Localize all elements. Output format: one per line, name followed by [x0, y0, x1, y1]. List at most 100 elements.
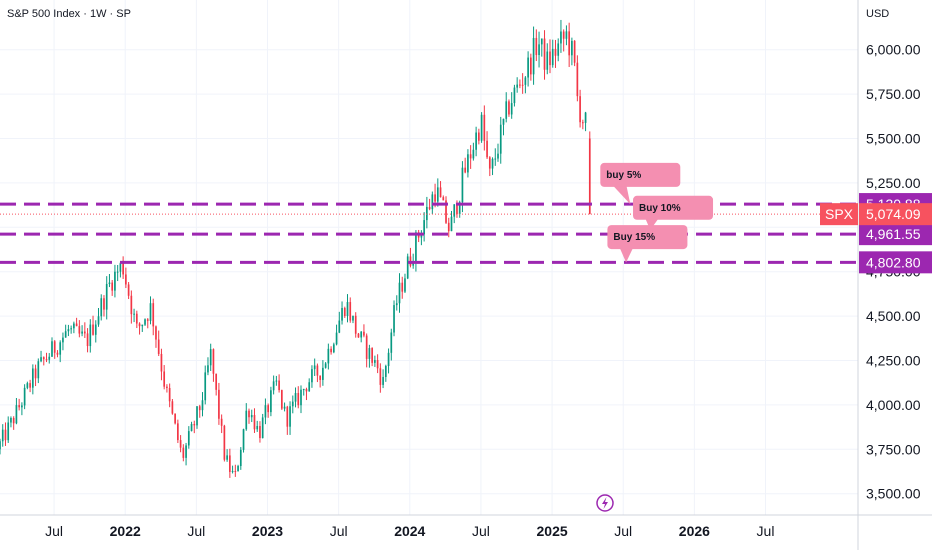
candle — [486, 131, 488, 159]
candle — [341, 301, 343, 325]
candle — [346, 294, 349, 323]
candle — [272, 375, 275, 395]
candle — [398, 273, 401, 313]
candle — [376, 354, 379, 374]
candle — [174, 413, 176, 425]
candle — [185, 442, 187, 466]
candle — [83, 322, 86, 338]
price-tick-label: 5,750.00 — [866, 86, 921, 102]
candle — [253, 408, 256, 433]
candle — [420, 230, 423, 246]
candle — [368, 344, 371, 368]
candle — [4, 422, 7, 446]
candle — [73, 321, 75, 334]
candle — [327, 343, 330, 370]
candle — [516, 77, 519, 93]
candle — [480, 112, 483, 143]
current-price-rect — [859, 203, 932, 226]
candle — [426, 196, 428, 229]
candle — [415, 230, 417, 272]
candle — [494, 148, 497, 166]
candle — [289, 401, 291, 435]
candle — [365, 333, 368, 368]
candle — [108, 273, 111, 288]
candle — [12, 416, 15, 430]
candle — [371, 347, 373, 367]
horizontal-levels[interactable] — [0, 202, 858, 264]
candle — [354, 312, 357, 338]
price-tick-label: 5,500.00 — [866, 131, 921, 147]
price-tick-label: 4,000.00 — [866, 397, 921, 413]
candle — [179, 435, 182, 453]
time-tick-label: Jul — [614, 523, 632, 539]
candle — [546, 43, 549, 75]
candle — [40, 350, 42, 363]
candle — [343, 306, 346, 318]
candle — [127, 282, 130, 300]
candle — [428, 198, 431, 211]
candle — [114, 264, 116, 298]
candle — [294, 387, 297, 408]
candle — [543, 30, 546, 80]
candle — [111, 280, 114, 296]
candle — [29, 379, 31, 393]
candle — [505, 92, 508, 123]
candle — [445, 196, 447, 224]
time-tick-label: Jul — [187, 523, 205, 539]
time-tick-label: Jul — [472, 523, 490, 539]
level-price-badge: 4,961.55 — [859, 223, 932, 246]
candle — [324, 362, 327, 369]
time-axis[interactable]: Jul 2022 Jul 2023 Jul 2024 Jul 2025 Jul 2026 Jul — [45, 523, 774, 539]
symbol-label: SPX — [825, 206, 854, 222]
candle — [562, 29, 565, 52]
candle — [250, 409, 253, 423]
candle — [130, 290, 133, 324]
candle — [187, 426, 190, 449]
candle — [472, 142, 475, 161]
candle — [237, 464, 239, 472]
candle — [62, 332, 64, 351]
chart-title: S&P 500 Index · 1W · SP — [7, 8, 131, 20]
candle — [198, 404, 201, 418]
time-tick-label: 2024 — [394, 523, 425, 539]
time-tick-label: Jul — [330, 523, 348, 539]
candle — [508, 99, 510, 117]
candle — [81, 325, 83, 337]
candle — [286, 405, 289, 435]
candle — [204, 365, 207, 405]
price-tick-label: 6,000.00 — [866, 42, 921, 58]
candle — [502, 118, 505, 136]
candle — [297, 386, 300, 409]
callout-box[interactable]: Buy 15% — [607, 225, 688, 263]
currency-label: USD — [866, 8, 889, 20]
current-price-label: 5,074.09 — [866, 206, 921, 222]
callout-box[interactable]: Buy 10% — [633, 195, 714, 230]
candle — [149, 296, 152, 325]
time-tick-label: 2026 — [679, 523, 710, 539]
candle — [67, 324, 70, 337]
candle — [64, 324, 67, 338]
candle — [311, 365, 313, 388]
candle — [554, 39, 557, 68]
candle — [439, 181, 442, 198]
lightning-icon[interactable] — [596, 494, 614, 512]
candle — [510, 92, 513, 119]
candle — [34, 364, 37, 387]
candle — [483, 105, 486, 151]
candle — [404, 273, 406, 294]
candle — [234, 464, 237, 477]
grid-lines — [0, 0, 858, 515]
candlestick-series — [0, 19, 591, 478]
callout-annotations[interactable]: buy 5% Buy 10% Buy 15% — [600, 162, 714, 263]
callout-box[interactable]: buy 5% — [600, 162, 681, 205]
candle — [163, 365, 166, 390]
candle — [53, 340, 56, 359]
candle — [305, 387, 308, 401]
callout-label: buy 5% — [606, 170, 641, 181]
candle — [565, 25, 568, 46]
candle — [313, 358, 316, 377]
candle — [23, 384, 26, 410]
candle — [92, 315, 94, 336]
